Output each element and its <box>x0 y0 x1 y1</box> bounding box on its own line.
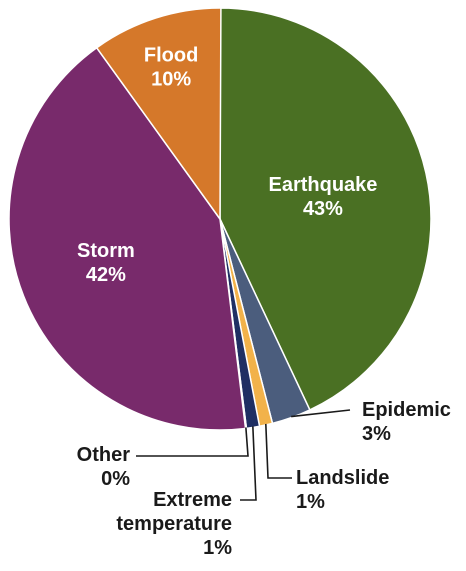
label-flood: Flood 10% <box>144 44 198 90</box>
label-other: Other 0% <box>77 444 131 490</box>
label-epidemic-value: 3% <box>362 423 391 445</box>
label-other-value: 0% <box>101 468 130 490</box>
slice-storm <box>8 47 247 431</box>
label-landslide: Landslide 1% <box>296 467 389 513</box>
label-storm-value: 42% <box>86 264 126 286</box>
leader-epidemic <box>291 409 351 418</box>
leader-landslide <box>265 423 292 479</box>
label-storm: Storm 42% <box>77 240 135 286</box>
label-landslide-name: Landslide <box>296 467 389 489</box>
label-extreme-temperature-name: temperature <box>116 513 232 535</box>
slice-flood <box>95 7 222 220</box>
label-flood-name: Flood <box>144 44 198 66</box>
label-landslide-value: 1% <box>296 491 325 513</box>
label-epidemic-name: Epidemic <box>362 399 451 421</box>
pie-slices <box>8 7 432 431</box>
leader-extreme-temperature <box>240 426 257 501</box>
label-earthquake: Earthquake 43% <box>268 174 377 220</box>
slice-labels: Earthquake 43%Epidemic 3%Landslide 1%Extrem… <box>77 44 451 559</box>
label-epidemic: Epidemic 3% <box>362 399 451 445</box>
label-extreme-temperature: Extreme temperature 1% <box>116 489 232 559</box>
label-extreme-temperature-value: 1% <box>203 537 232 559</box>
label-earthquake-value: 43% <box>303 198 343 220</box>
leader-other <box>136 427 249 457</box>
label-storm-name: Storm <box>77 240 135 262</box>
label-flood-value: 10% <box>151 68 191 90</box>
label-extreme-temperature-name: Extreme <box>153 489 232 511</box>
label-other-name: Other <box>77 444 131 466</box>
slice-earthquake <box>219 7 432 411</box>
leader-lines <box>136 409 351 501</box>
label-earthquake-name: Earthquake <box>268 174 377 196</box>
